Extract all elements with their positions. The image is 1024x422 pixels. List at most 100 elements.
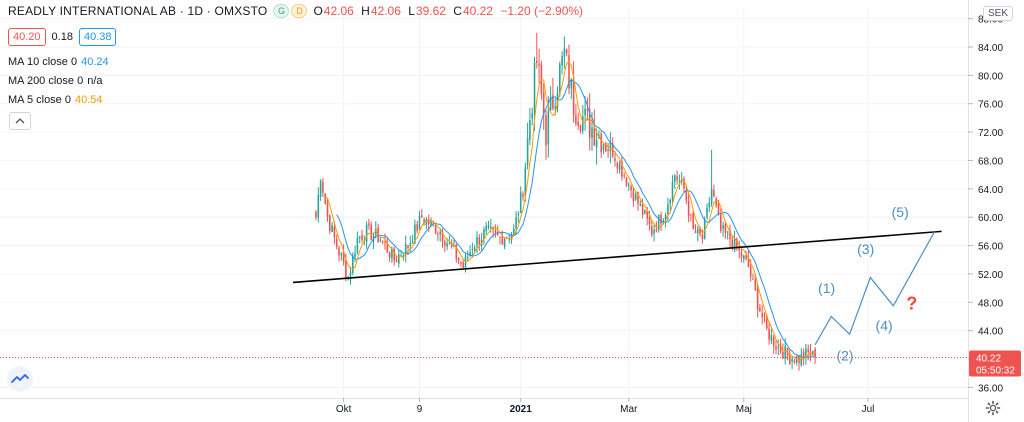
candle-body bbox=[729, 230, 731, 240]
sell-price-button[interactable]: 40.20 bbox=[8, 28, 46, 46]
candle bbox=[379, 236, 382, 243]
candle bbox=[448, 235, 451, 245]
candle bbox=[602, 142, 605, 155]
currency-label[interactable]: SEK bbox=[983, 6, 1014, 21]
candle bbox=[614, 151, 616, 167]
time-tick-label: Jul bbox=[862, 404, 875, 415]
candle bbox=[775, 339, 777, 355]
candle-body bbox=[770, 334, 773, 342]
candle-body bbox=[772, 337, 775, 347]
ma200-value: n/a bbox=[87, 75, 103, 87]
ma200-label: MA 200 close 0 bbox=[8, 75, 84, 87]
candle-body bbox=[743, 255, 745, 259]
candle-body bbox=[572, 78, 575, 116]
candle bbox=[683, 176, 685, 193]
candle bbox=[494, 224, 497, 238]
candle-body bbox=[469, 251, 471, 257]
time-tick-label: 9 bbox=[417, 404, 423, 415]
candle bbox=[319, 179, 322, 201]
candle bbox=[331, 222, 333, 233]
ma10-legend[interactable]: MA 10 close 0 40.24 bbox=[8, 56, 109, 68]
candle bbox=[418, 210, 421, 231]
candle bbox=[395, 255, 398, 263]
candle bbox=[676, 170, 678, 185]
price-tick-label: 68.00 bbox=[978, 156, 1003, 167]
candle-body bbox=[664, 214, 667, 222]
ohlc-low: 39.62 bbox=[415, 4, 446, 18]
candle bbox=[444, 239, 446, 253]
candle-body bbox=[646, 210, 648, 219]
time-tick-label: Maj bbox=[736, 404, 752, 415]
candle bbox=[605, 141, 607, 153]
candle-body bbox=[692, 212, 694, 229]
candle bbox=[761, 305, 763, 325]
candle bbox=[798, 354, 800, 371]
candle bbox=[616, 161, 619, 174]
candle bbox=[772, 334, 775, 354]
candle bbox=[802, 348, 805, 366]
candle-body bbox=[747, 258, 750, 267]
ma10-value: 40.24 bbox=[81, 56, 109, 68]
candle bbox=[522, 191, 524, 201]
candle bbox=[789, 348, 791, 366]
tradingview-logo[interactable] bbox=[7, 366, 33, 392]
candle-body bbox=[381, 240, 384, 242]
candle-body bbox=[802, 351, 805, 360]
candle bbox=[542, 82, 545, 130]
candle-body bbox=[641, 203, 644, 215]
candle-body bbox=[476, 237, 478, 246]
candle-body bbox=[607, 149, 609, 152]
time-tick-label: Mar bbox=[620, 404, 638, 415]
settings-gear-icon[interactable] bbox=[985, 400, 1001, 416]
candle bbox=[621, 156, 623, 181]
candle bbox=[485, 221, 487, 235]
ma5-legend[interactable]: MA 5 close 0 40.54 bbox=[8, 94, 103, 106]
buy-price-button[interactable]: 40.38 bbox=[78, 28, 117, 46]
candle bbox=[733, 230, 736, 253]
candle bbox=[349, 266, 352, 285]
candle-body bbox=[724, 223, 727, 233]
candle-body bbox=[487, 225, 490, 228]
candle-body bbox=[448, 242, 451, 244]
symbol-title[interactable]: READLY INTERNATIONAL AB · 1D · OMXSTO bbox=[8, 4, 268, 18]
candle bbox=[324, 193, 326, 205]
candle-body bbox=[740, 252, 743, 258]
candle bbox=[423, 217, 425, 226]
candle-body bbox=[683, 178, 685, 189]
candle-body bbox=[315, 211, 317, 218]
candle-body bbox=[513, 228, 515, 236]
candle-body bbox=[335, 239, 338, 247]
candle-body bbox=[345, 260, 347, 278]
candle bbox=[487, 220, 490, 230]
candle-body bbox=[733, 238, 736, 251]
candle bbox=[393, 246, 395, 266]
candle-body bbox=[533, 62, 536, 115]
candle-body bbox=[416, 224, 418, 231]
candle-body bbox=[713, 189, 715, 197]
status-g-badge: G bbox=[273, 4, 290, 18]
candle bbox=[536, 32, 538, 69]
candle bbox=[478, 234, 481, 251]
candle-body bbox=[678, 181, 681, 183]
candle bbox=[641, 198, 644, 219]
collapse-legend-button[interactable] bbox=[9, 112, 31, 130]
ma200-legend[interactable]: MA 200 close 0 n/a bbox=[8, 75, 103, 87]
candle bbox=[335, 234, 338, 250]
candle bbox=[508, 233, 510, 244]
candle bbox=[552, 77, 554, 111]
candle-body bbox=[611, 143, 614, 157]
candle-body bbox=[384, 241, 386, 243]
candle-body bbox=[483, 229, 485, 240]
candle bbox=[361, 229, 363, 243]
candle-body bbox=[609, 141, 612, 152]
price-tick-label: 72.00 bbox=[978, 128, 1003, 139]
candle bbox=[503, 237, 506, 250]
price-tick-label: 56.00 bbox=[978, 242, 1003, 253]
candle-body bbox=[471, 249, 474, 251]
candle-body bbox=[322, 181, 324, 193]
candle-body bbox=[674, 175, 676, 182]
candle-body bbox=[602, 144, 605, 151]
price-tick-label: 48.00 bbox=[978, 298, 1003, 309]
question-mark: ? bbox=[906, 293, 917, 313]
